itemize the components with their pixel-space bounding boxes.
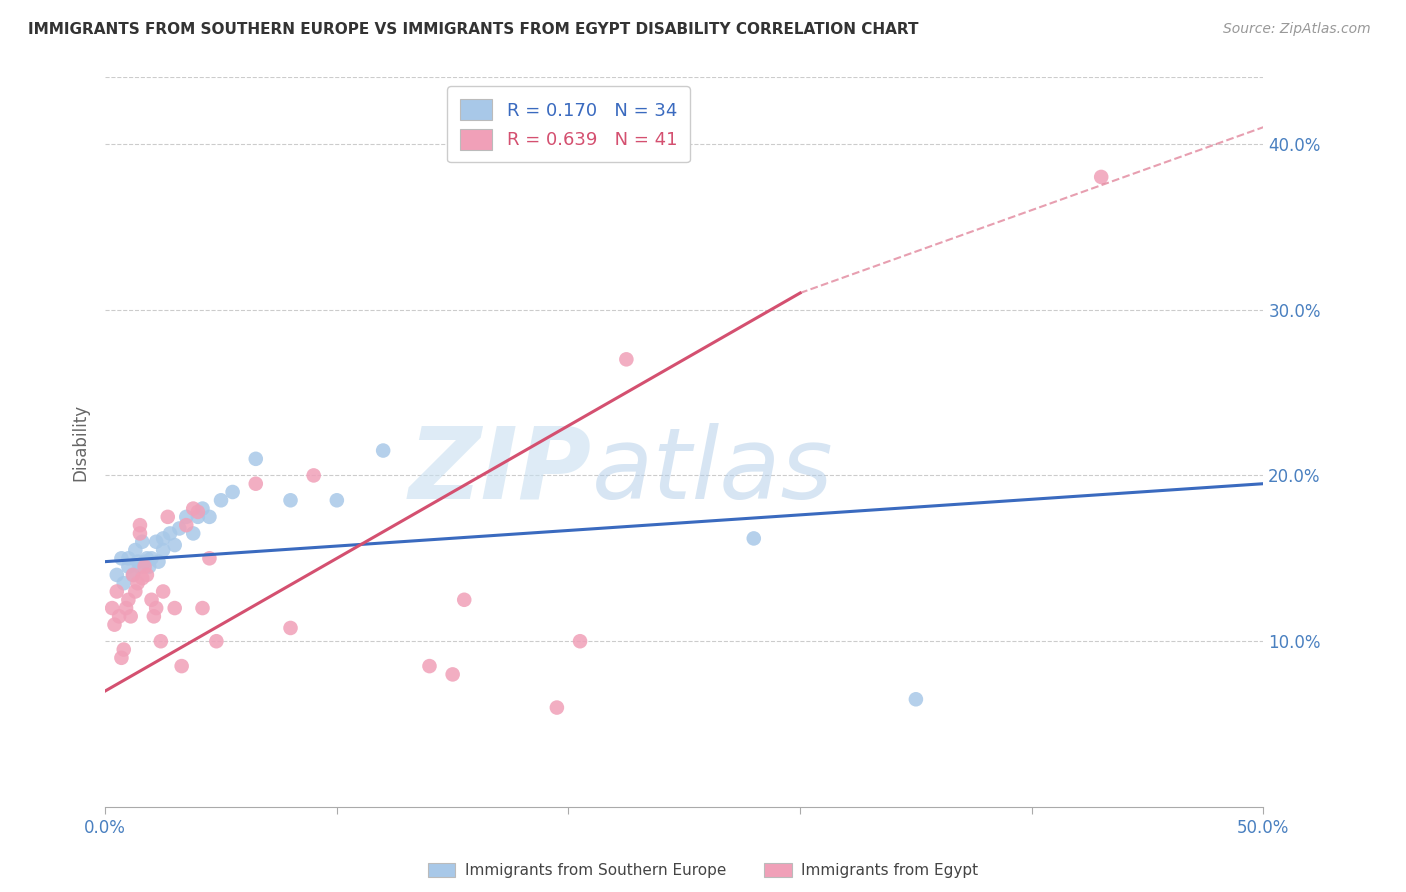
Point: [280, 493, 302, 508]
Point: [163, 601, 186, 615]
Point: [117, 559, 139, 574]
Point: [245, 476, 267, 491]
Point: [117, 551, 139, 566]
Point: [373, 443, 395, 458]
Point: [198, 509, 221, 524]
Legend: Immigrants from Southern Europe, Immigrants from Egypt: Immigrants from Southern Europe, Immigra…: [422, 856, 984, 884]
Point: [127, 576, 149, 591]
Point: [187, 505, 209, 519]
Point: [110, 551, 132, 566]
Point: [326, 493, 349, 508]
Point: [135, 568, 157, 582]
Point: [105, 584, 128, 599]
Text: Source: ZipAtlas.com: Source: ZipAtlas.com: [1223, 22, 1371, 37]
Point: [152, 532, 174, 546]
Point: [1090, 169, 1112, 184]
Point: [163, 538, 186, 552]
Point: [170, 659, 193, 673]
Point: [122, 568, 145, 582]
Point: [135, 551, 157, 566]
Point: [174, 518, 197, 533]
Point: [546, 700, 568, 714]
Point: [614, 352, 637, 367]
Point: [141, 592, 163, 607]
Point: [145, 601, 167, 615]
Point: [101, 601, 124, 615]
Point: [181, 501, 204, 516]
Point: [205, 634, 228, 648]
Point: [904, 692, 927, 706]
Point: [142, 609, 165, 624]
Point: [108, 609, 131, 624]
Point: [141, 551, 163, 566]
Point: [124, 584, 146, 599]
Point: [187, 509, 209, 524]
Point: [129, 526, 152, 541]
Point: [110, 650, 132, 665]
Point: [156, 509, 179, 524]
Point: [453, 592, 475, 607]
Point: [569, 634, 592, 648]
Point: [138, 559, 160, 574]
Point: [169, 521, 191, 535]
Point: [122, 568, 145, 582]
Point: [145, 534, 167, 549]
Point: [245, 451, 267, 466]
Point: [152, 584, 174, 599]
Point: [152, 543, 174, 558]
Point: [120, 609, 142, 624]
Point: [112, 642, 135, 657]
Point: [191, 601, 214, 615]
Point: [131, 571, 153, 585]
Point: [124, 543, 146, 558]
Point: [198, 551, 221, 566]
Point: [117, 592, 139, 607]
Point: [127, 555, 149, 569]
Point: [302, 468, 325, 483]
Point: [148, 555, 170, 569]
Point: [221, 485, 243, 500]
Text: IMMIGRANTS FROM SOUTHERN EUROPE VS IMMIGRANTS FROM EGYPT DISABILITY CORRELATION : IMMIGRANTS FROM SOUTHERN EUROPE VS IMMIG…: [28, 22, 918, 37]
Y-axis label: Disability: Disability: [72, 404, 89, 481]
Point: [174, 509, 197, 524]
Point: [129, 518, 152, 533]
Point: [209, 493, 232, 508]
Point: [134, 559, 156, 574]
Point: [742, 532, 765, 546]
Point: [105, 568, 128, 582]
Text: ZIP: ZIP: [409, 423, 592, 520]
Point: [134, 555, 156, 569]
Point: [115, 601, 138, 615]
Point: [131, 534, 153, 549]
Point: [149, 634, 172, 648]
Point: [181, 526, 204, 541]
Point: [112, 576, 135, 591]
Point: [129, 559, 152, 574]
Point: [280, 621, 302, 635]
Point: [441, 667, 464, 681]
Point: [103, 617, 125, 632]
Point: [191, 501, 214, 516]
Text: atlas: atlas: [592, 423, 834, 520]
Legend: R = 0.170   N = 34, R = 0.639   N = 41: R = 0.170 N = 34, R = 0.639 N = 41: [447, 87, 690, 162]
Point: [159, 526, 181, 541]
Point: [418, 659, 440, 673]
